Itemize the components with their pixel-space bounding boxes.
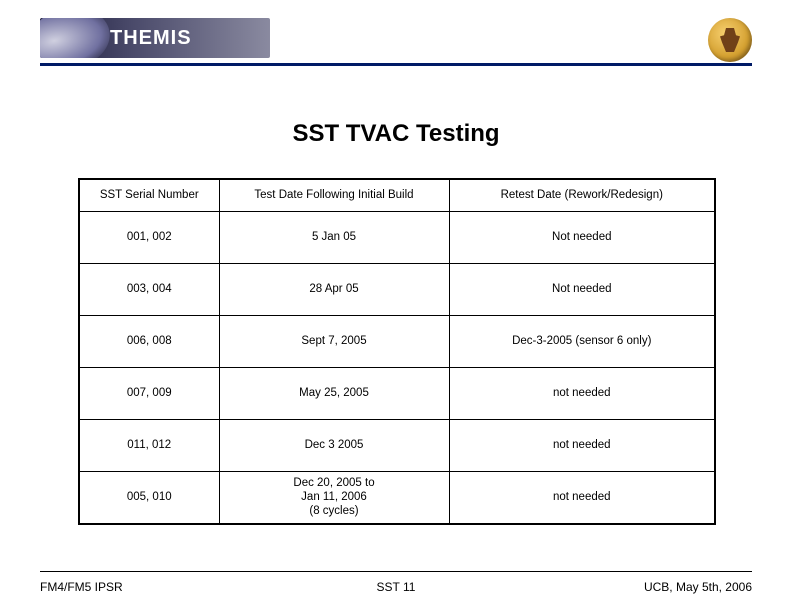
- footer-right: UCB, May 5th, 2006: [644, 580, 752, 594]
- cell-sn: 003, 004: [79, 263, 219, 315]
- cell-sn: 006, 008: [79, 315, 219, 367]
- cell-retest: not needed: [449, 367, 715, 419]
- table-row: 001, 002 5 Jan 05 Not needed: [79, 211, 715, 263]
- cell-test: Sept 7, 2005: [219, 315, 449, 367]
- table-row: 003, 004 28 Apr 05 Not needed: [79, 263, 715, 315]
- table-row: 005, 010 Dec 20, 2005 toJan 11, 2006(8 c…: [79, 471, 715, 524]
- col-header-retest: Retest Date (Rework/Redesign): [449, 179, 715, 211]
- cell-retest: Not needed: [449, 211, 715, 263]
- footer-center-prefix: SST: [377, 580, 403, 594]
- themis-logo: THEMIS: [40, 18, 270, 58]
- table-row: 006, 008 Sept 7, 2005 Dec-3-2005 (sensor…: [79, 315, 715, 367]
- cell-sn: 001, 002: [79, 211, 219, 263]
- cell-test: Dec 3 2005: [219, 419, 449, 471]
- col-header-sn: SST Serial Number: [79, 179, 219, 211]
- cell-retest: Not needed: [449, 263, 715, 315]
- themis-logo-text: THEMIS: [110, 27, 192, 50]
- footer-left: FM4/FM5 IPSR: [40, 580, 123, 594]
- tvac-table: SST Serial Number Test Date Following In…: [78, 178, 716, 525]
- cell-test: 28 Apr 05: [219, 263, 449, 315]
- cell-retest: not needed: [449, 471, 715, 524]
- footer-center: SST 11: [377, 580, 416, 594]
- table-body: 001, 002 5 Jan 05 Not needed 003, 004 28…: [79, 211, 715, 524]
- cell-test: Dec 20, 2005 toJan 11, 2006(8 cycles): [219, 471, 449, 524]
- cell-test: May 25, 2005: [219, 367, 449, 419]
- col-header-test: Test Date Following Initial Build: [219, 179, 449, 211]
- table-header-row: SST Serial Number Test Date Following In…: [79, 179, 715, 211]
- footer-page-number: 11: [403, 580, 415, 594]
- table-row: 007, 009 May 25, 2005 not needed: [79, 367, 715, 419]
- cell-sn: 007, 009: [79, 367, 219, 419]
- cell-sn: 005, 010: [79, 471, 219, 524]
- header-rule: [40, 63, 752, 66]
- page-title: SST TVAC Testing: [0, 120, 792, 148]
- footer-rule: [40, 571, 752, 572]
- table-row: 011, 012 Dec 3 2005 not needed: [79, 419, 715, 471]
- slide-header: THEMIS: [40, 18, 752, 68]
- cell-retest: Dec-3-2005 (sensor 6 only): [449, 315, 715, 367]
- cell-sn: 011, 012: [79, 419, 219, 471]
- cell-test: 5 Jan 05: [219, 211, 449, 263]
- slide-footer: FM4/FM5 IPSR SST 11 UCB, May 5th, 2006: [40, 580, 752, 594]
- mission-seal-icon: [708, 18, 752, 62]
- cell-retest: not needed: [449, 419, 715, 471]
